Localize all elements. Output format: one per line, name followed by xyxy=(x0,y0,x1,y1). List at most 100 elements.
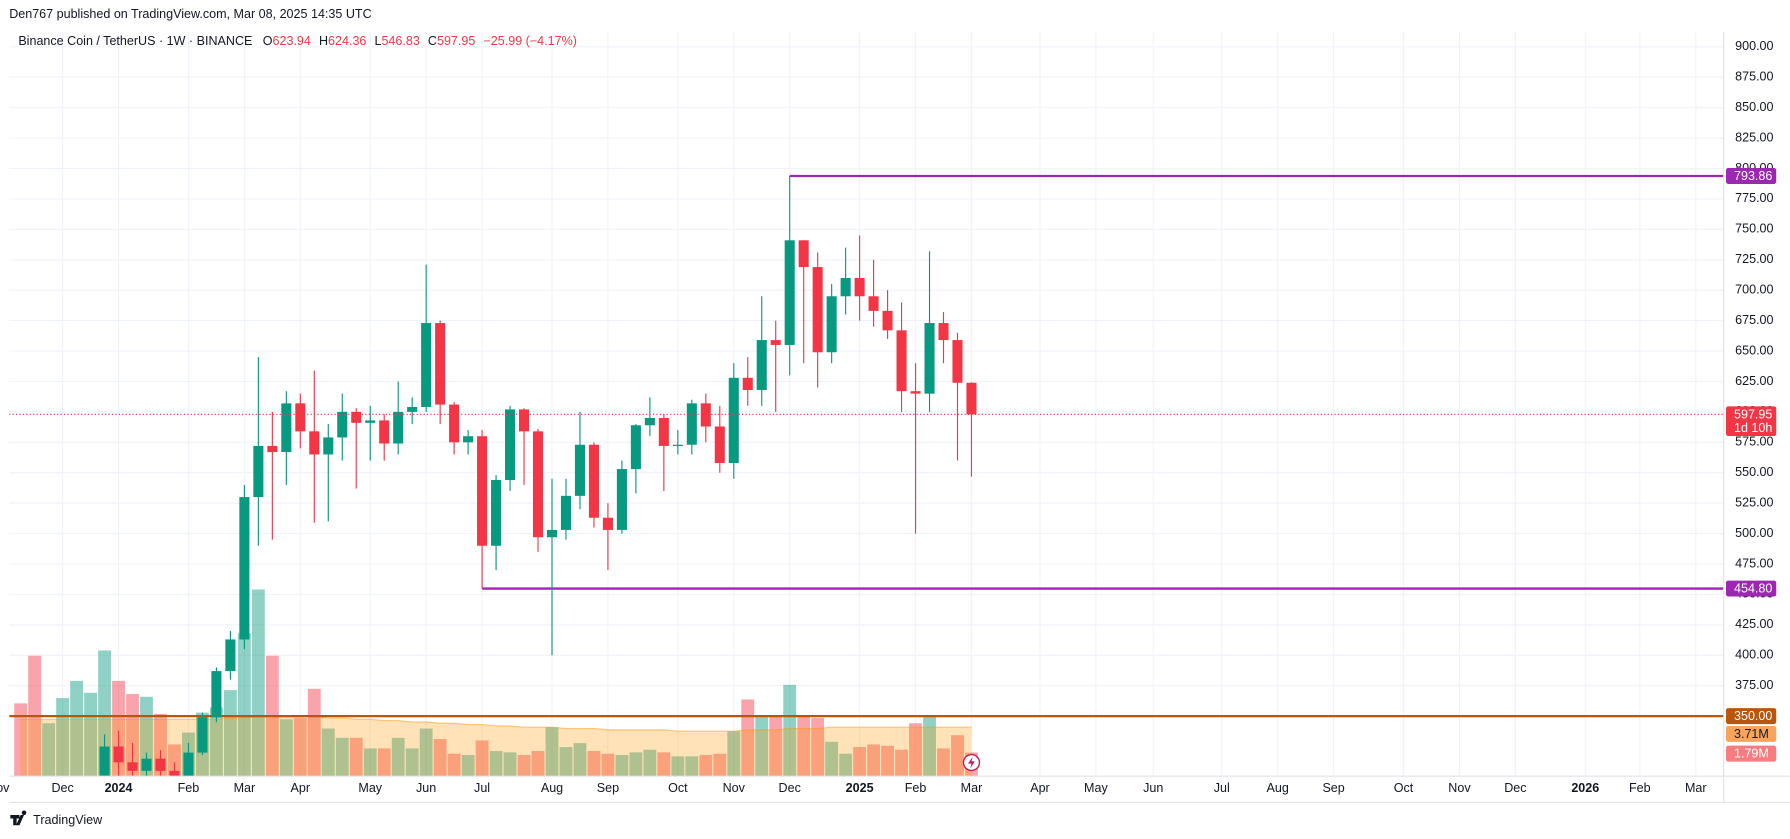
volume-bar xyxy=(727,731,741,777)
candle-body xyxy=(505,409,516,481)
x-tick-label: 2025 xyxy=(846,781,874,795)
x-tick-label: Oct xyxy=(668,781,688,795)
volume-bar xyxy=(601,753,615,777)
volume-bar xyxy=(755,715,769,777)
volume-bar xyxy=(70,680,84,777)
volume-bar xyxy=(461,755,475,777)
footer-logo: TradingView xyxy=(10,810,103,827)
x-tick-label: Mar xyxy=(961,781,983,795)
volume-bar xyxy=(349,737,363,777)
candle-body xyxy=(854,278,865,297)
volume-bar xyxy=(881,745,894,777)
candle-body xyxy=(225,639,236,672)
candle-body xyxy=(616,469,627,530)
legend-open-label: O xyxy=(263,35,273,49)
last-price-box xyxy=(1726,406,1777,437)
level-label: 350.00 xyxy=(1734,709,1772,723)
y-tick-label: 875.00 xyxy=(1735,70,1773,84)
candle-body xyxy=(155,758,166,771)
volume-bar xyxy=(447,753,461,777)
x-tick-label: Dec xyxy=(779,781,801,795)
level-label: 793.86 xyxy=(1734,169,1772,183)
x-tick-label: Jul xyxy=(474,781,490,795)
volume-bar xyxy=(867,744,881,777)
x-tick-label: 2024 xyxy=(105,781,133,795)
x-tick-label: Feb xyxy=(905,781,927,795)
x-tick-label: Dec xyxy=(1504,781,1526,795)
legend: Binance Coin / TetherUS · 1W · BINANCE O… xyxy=(18,35,577,49)
x-tick-label: Aug xyxy=(541,781,563,795)
candle-body xyxy=(169,770,180,777)
y-tick-label: 825.00 xyxy=(1735,130,1773,144)
volume-bar xyxy=(951,735,964,777)
x-tick-label: Oct xyxy=(1394,781,1414,795)
candle-body xyxy=(99,746,110,777)
volume-bar xyxy=(489,751,503,777)
x-tick-label: Aug xyxy=(1267,781,1289,795)
candle-body xyxy=(588,444,599,518)
candle-body xyxy=(882,310,893,331)
x-tick-label: Dec xyxy=(51,781,73,795)
volume-bar xyxy=(657,752,671,777)
candle-body xyxy=(840,278,851,297)
candle-body xyxy=(546,529,558,538)
candle-body xyxy=(365,420,376,423)
volume-bar xyxy=(741,699,755,777)
candle-body xyxy=(910,391,921,394)
x-tick-label: Jun xyxy=(416,781,436,795)
x-tick-label: May xyxy=(1084,781,1108,795)
volume-bar xyxy=(797,715,811,777)
y-tick-label: 525.00 xyxy=(1735,495,1773,509)
candle-body xyxy=(672,444,683,446)
candle-body xyxy=(574,444,585,496)
candle-body xyxy=(421,323,432,408)
volume-bar xyxy=(909,723,922,777)
volume-bar xyxy=(84,692,97,777)
y-tick-label: 425.00 xyxy=(1735,617,1773,631)
volume-bar xyxy=(853,747,867,777)
symbol-title: Binance Coin / TetherUS · 1W · BINANCE xyxy=(18,35,252,49)
candle-body xyxy=(211,671,222,718)
axis-labels: 375.00400.00425.00450.00475.00500.00525.… xyxy=(0,39,1777,795)
x-tick-label: Mar xyxy=(1685,781,1707,795)
candle-body xyxy=(393,411,404,444)
volume-bar xyxy=(14,703,28,777)
y-tick-label: 475.00 xyxy=(1735,556,1773,570)
legend-close-label: C xyxy=(428,35,437,49)
candle-body xyxy=(463,436,474,443)
x-tick-label: Jul xyxy=(1214,781,1230,795)
volume-bar xyxy=(98,650,111,777)
y-tick-label: 575.00 xyxy=(1735,435,1773,449)
legend-change: −25.99 (−4.17%) xyxy=(483,35,576,49)
volume-ma-label: 3.71M xyxy=(1734,727,1769,741)
candle-body xyxy=(309,431,320,455)
volume-bar xyxy=(335,737,349,777)
level-label-box xyxy=(1726,580,1777,597)
replay-icon[interactable] xyxy=(962,753,981,772)
publish-header: Den767 published on TradingView.com, Mar… xyxy=(9,7,371,21)
volume-bar xyxy=(587,751,601,777)
candle-body xyxy=(491,480,502,546)
y-tick-label: 550.00 xyxy=(1735,465,1773,479)
y-tick-label: 725.00 xyxy=(1735,252,1773,266)
y-tick-label: 775.00 xyxy=(1735,191,1773,205)
volume-bar xyxy=(293,717,307,777)
volume-bar xyxy=(209,707,223,777)
volume-bar xyxy=(825,741,839,777)
volume-bar xyxy=(699,755,713,777)
volume-bar xyxy=(307,688,321,777)
x-tick-label: May xyxy=(358,781,382,795)
footer-text: TradingView xyxy=(33,813,103,827)
candle-body xyxy=(644,417,655,426)
volume-bar xyxy=(363,748,377,777)
x-tick-label: Feb xyxy=(178,781,200,795)
candle-body xyxy=(742,377,753,390)
candle-body xyxy=(770,340,781,345)
volume-bar xyxy=(251,589,265,777)
candle-body xyxy=(435,323,446,405)
x-tick-label: Nov xyxy=(1448,781,1471,795)
candle-body xyxy=(295,403,306,432)
volume-bar xyxy=(615,755,629,777)
volume-bar xyxy=(629,752,643,777)
candle-body xyxy=(686,403,697,445)
